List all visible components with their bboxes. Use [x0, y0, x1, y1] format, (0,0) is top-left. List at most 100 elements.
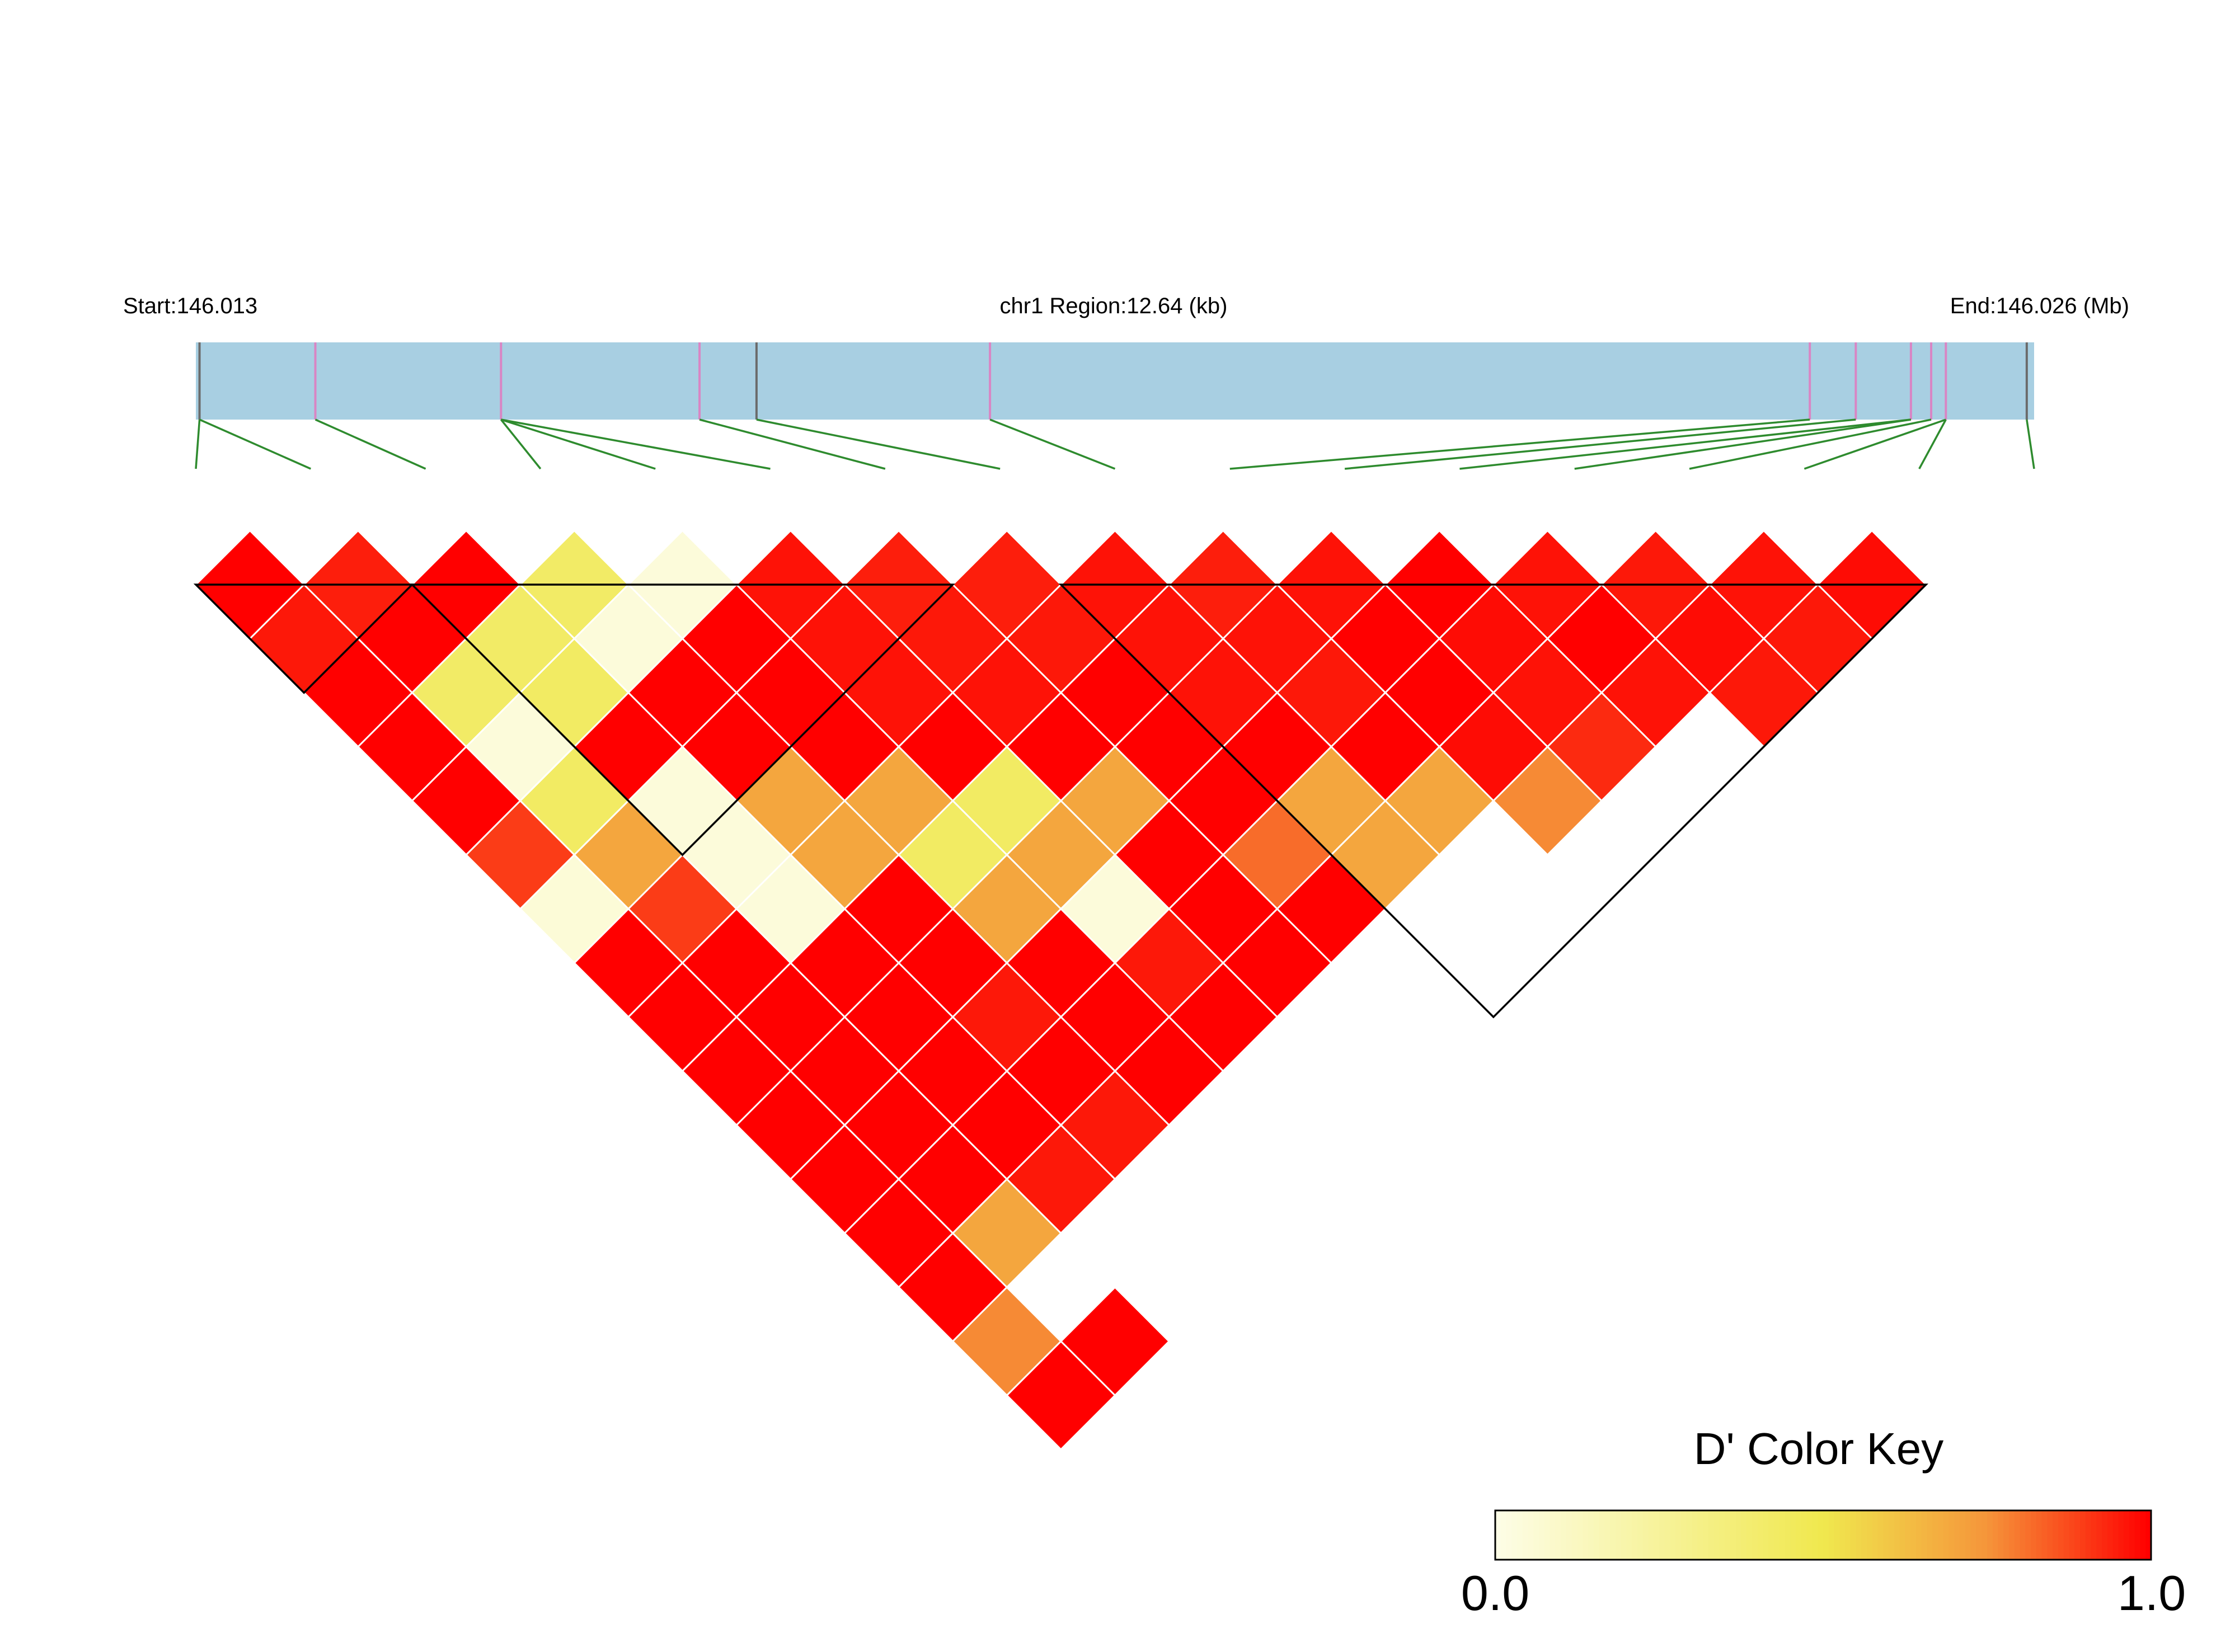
snp-connector — [1574, 418, 1912, 470]
legend-gradient-segment — [1566, 1510, 1572, 1560]
snp-connector — [500, 418, 542, 470]
color-key-legend: D' Color Key 0.0 1.0 — [1461, 1424, 2186, 1621]
legend-gradient-segment — [2145, 1510, 2152, 1560]
legend-gradient-segment — [1970, 1510, 1977, 1560]
end-label: End:146.026 (Mb) — [1950, 294, 2129, 318]
legend-gradient-segment — [2074, 1510, 2081, 1560]
legend-gradient-segment — [2112, 1510, 2119, 1560]
legend-gradient-segment — [1960, 1510, 1966, 1560]
snp-connector — [195, 419, 201, 469]
legend-gradient-segment — [1583, 1510, 1589, 1560]
snp-ticks — [198, 342, 2028, 420]
snp-connector — [1689, 418, 1932, 470]
legend-gradient-segment — [2020, 1510, 2026, 1560]
legend-gradient-segment — [2102, 1510, 2108, 1560]
legend-gradient-segment — [2014, 1510, 2021, 1560]
legend-gradient-segment — [1954, 1510, 1961, 1560]
legend-gradient-segment — [1703, 1510, 1709, 1560]
snp-connector — [500, 418, 771, 470]
legend-gradient-segment — [1511, 1510, 1518, 1560]
legend-gradient-segment — [1768, 1510, 1775, 1560]
legend-gradient-bar — [1494, 1509, 2152, 1561]
haplotype-block-outline — [193, 583, 415, 694]
legend-gradient-segment — [1615, 1510, 1622, 1560]
legend-gradient-segment — [1599, 1510, 1605, 1560]
snp-connector — [1229, 418, 1810, 470]
legend-gradient-segment — [2134, 1510, 2141, 1560]
legend-min-label: 0.0 — [1461, 1565, 1529, 1621]
legend-gradient-segment — [2124, 1510, 2130, 1560]
legend-gradient-segment — [1621, 1510, 1627, 1560]
legend-gradient-segment — [1730, 1510, 1736, 1560]
legend-gradient-segment — [1872, 1510, 1879, 1560]
legend-gradient-segment — [1533, 1510, 1540, 1560]
legend-gradient-segment — [2041, 1510, 2048, 1560]
snp-connector — [1804, 418, 1946, 470]
ld-cell — [1006, 1340, 1116, 1451]
legend-gradient-segment — [2140, 1510, 2147, 1560]
legend-gradient-segment — [2069, 1510, 2076, 1560]
legend-gradient-segment — [1675, 1510, 1682, 1560]
legend-bar-border — [1494, 1509, 2152, 1561]
legend-title: D' Color Key — [1694, 1424, 1944, 1474]
legend-gradient-segment — [1654, 1510, 1660, 1560]
legend-gradient-segment — [1719, 1510, 1726, 1560]
legend-gradient-segment — [2118, 1510, 2125, 1560]
legend-gradient-segment — [1779, 1510, 1786, 1560]
legend-gradient-segment — [2063, 1510, 2070, 1560]
legend-gradient-segment — [2058, 1510, 2064, 1560]
snp-connectors — [195, 418, 2035, 470]
legend-gradient-segment — [1845, 1510, 1851, 1560]
legend-gradient-segment — [1713, 1510, 1720, 1560]
snp-connector — [500, 418, 656, 470]
legend-gradient-segment — [1659, 1510, 1665, 1560]
haplotype-block-outline — [410, 583, 955, 856]
legend-gradient-segment — [2009, 1510, 2015, 1560]
legend-gradient-segment — [1593, 1510, 1600, 1560]
legend-gradient-segment — [1785, 1510, 1791, 1560]
legend-gradient-segment — [1757, 1510, 1764, 1560]
legend-gradient-segment — [1927, 1510, 1933, 1560]
legend-gradient-segment — [1686, 1510, 1693, 1560]
legend-gradient-segment — [1818, 1510, 1824, 1560]
legend-gradient-segment — [1648, 1510, 1655, 1560]
legend-gradient-segment — [1861, 1510, 1868, 1560]
legend-gradient-segment — [1812, 1510, 1819, 1560]
legend-gradient-segment — [1588, 1510, 1594, 1560]
legend-gradient-segment — [1774, 1510, 1780, 1560]
legend-gradient-segment — [1910, 1510, 1917, 1560]
legend-gradient-segment — [1637, 1510, 1644, 1560]
legend-gradient-segment — [1500, 1510, 1507, 1560]
legend-gradient-segment — [2036, 1510, 2043, 1560]
legend-gradient-segment — [2080, 1510, 2086, 1560]
legend-max-label: 1.0 — [2117, 1565, 2186, 1621]
snp-connector — [199, 418, 312, 470]
legend-gradient-segment — [1522, 1510, 1529, 1560]
legend-gradient-segment — [1982, 1510, 1988, 1560]
legend-gradient-segment — [1856, 1510, 1862, 1560]
legend-gradient-segment — [1867, 1510, 1873, 1560]
legend-gradient-segment — [1987, 1510, 1993, 1560]
legend-gradient-segment — [1550, 1510, 1556, 1560]
legend-gradient-segment — [1577, 1510, 1584, 1560]
legend-gradient-segment — [2047, 1510, 2054, 1560]
snp-connector — [2026, 419, 2035, 469]
legend-gradient-segment — [1697, 1510, 1704, 1560]
legend-gradient-segment — [1976, 1510, 1983, 1560]
snp-connector — [1918, 419, 1947, 469]
legend-gradient-segment — [1539, 1510, 1545, 1560]
region-header: Start:146.013 chr1 Region:12.64 (kb) End… — [123, 294, 2129, 318]
legend-gradient-segment — [1681, 1510, 1687, 1560]
snp-connector — [756, 418, 1001, 470]
haplotype-blocks — [193, 583, 1928, 1019]
legend-gradient-segment — [1708, 1510, 1715, 1560]
legend-gradient-segment — [2031, 1510, 2037, 1560]
legend-gradient-segment — [1850, 1510, 1857, 1560]
legend-gradient-segment — [1932, 1510, 1939, 1560]
legend-gradient-segment — [1741, 1510, 1748, 1560]
snp-connector — [699, 418, 886, 470]
start-label: Start:146.013 — [123, 294, 257, 318]
legend-gradient-segment — [1998, 1510, 2004, 1560]
legend-gradient-segment — [2107, 1510, 2114, 1560]
